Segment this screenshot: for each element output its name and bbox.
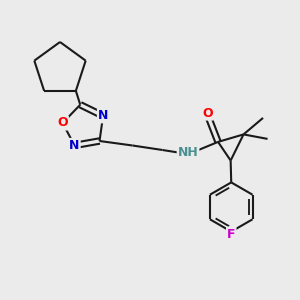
Text: N: N — [98, 110, 108, 122]
Text: NH: NH — [178, 146, 198, 159]
Text: O: O — [202, 106, 213, 120]
Text: F: F — [227, 227, 236, 241]
Text: O: O — [57, 116, 68, 130]
Text: N: N — [69, 139, 80, 152]
